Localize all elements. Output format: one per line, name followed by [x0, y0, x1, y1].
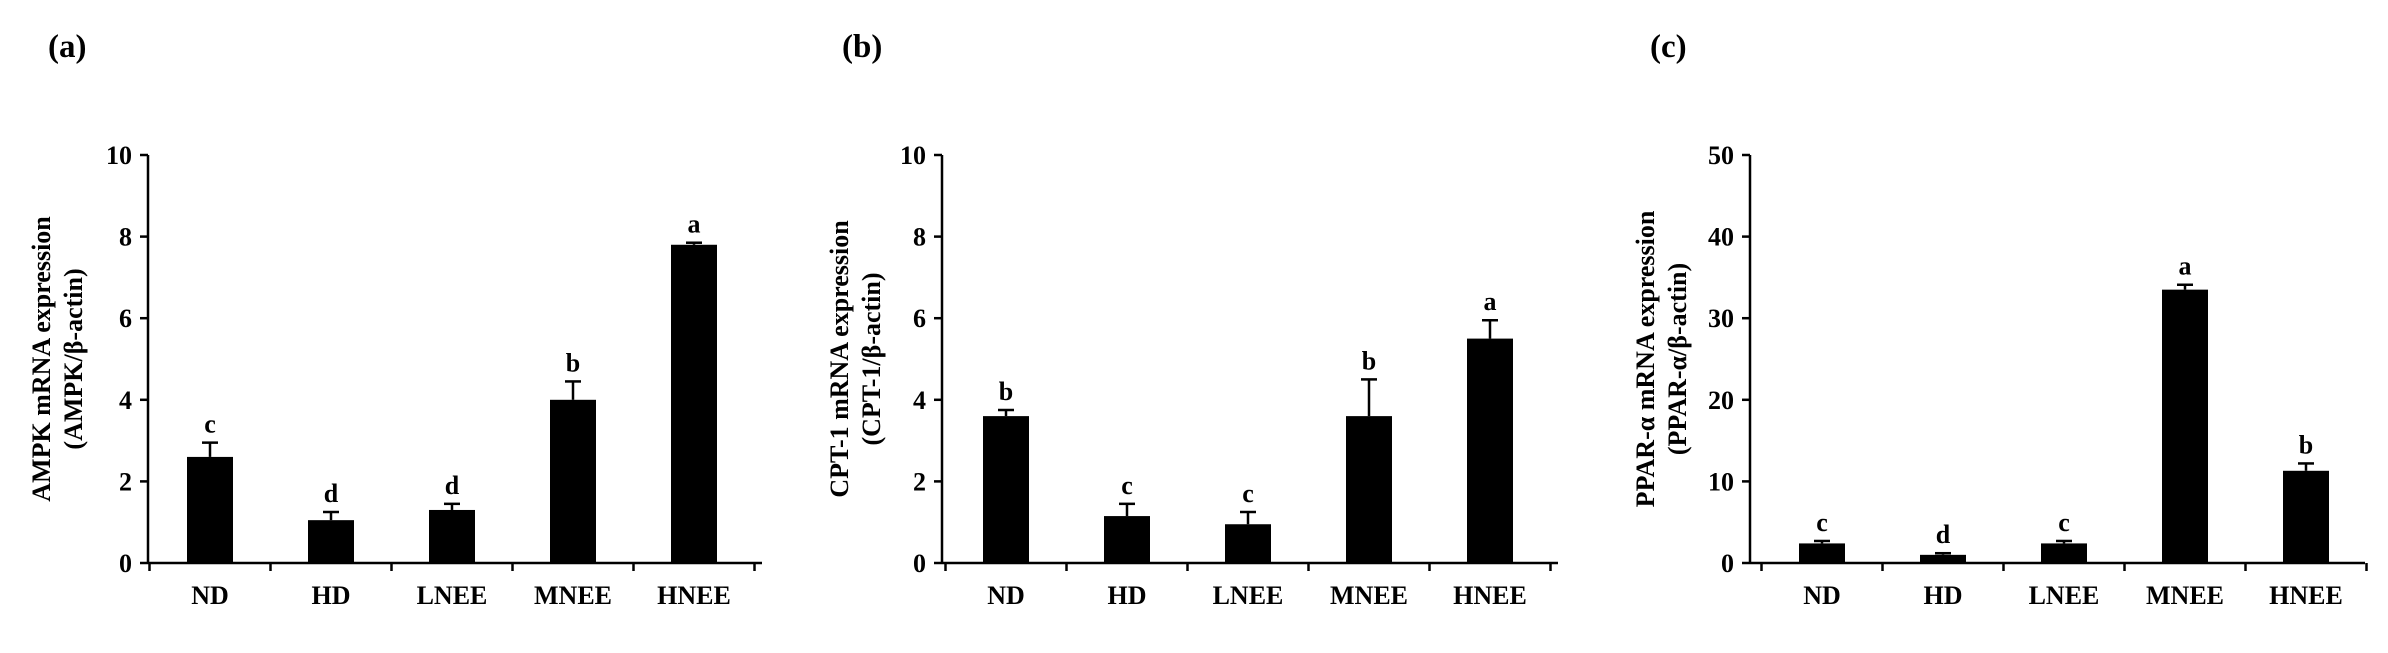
x-category-label: ND — [1803, 581, 1841, 610]
x-category-label: HNEE — [1453, 581, 1527, 610]
significance-label: d — [1936, 520, 1951, 549]
x-category-label: LNEE — [2029, 581, 2100, 610]
significance-label: a — [1484, 287, 1497, 316]
x-category-label: LNEE — [417, 581, 488, 610]
significance-label: b — [999, 377, 1013, 406]
bar-hd — [1920, 554, 1966, 563]
y-tick-label: 0 — [119, 549, 132, 578]
x-category-label: ND — [191, 581, 229, 610]
y-axis-subtitle: (AMPK/β-actin) — [59, 268, 88, 449]
y-tick-label: 40 — [1708, 223, 1734, 252]
bar-mnee — [1346, 416, 1392, 563]
chart-panel-3: (c) PPAR-α mRNA expression (PPAR-α/β-actin… — [1631, 29, 2368, 610]
y-tick-label: 2 — [913, 467, 926, 496]
significance-label: b — [1362, 346, 1376, 375]
panel-label: (c) — [1650, 29, 1687, 65]
y-axis-subtitle: (CPT-1/β-actin) — [857, 272, 886, 445]
x-category-label: HNEE — [657, 581, 731, 610]
y-tick-label: 6 — [119, 304, 132, 333]
significance-label: c — [204, 410, 216, 439]
significance-label: d — [324, 479, 339, 508]
y-tick-label: 30 — [1708, 304, 1734, 333]
y-axis-subtitle: (PPAR-α/β-actin) — [1663, 263, 1692, 455]
bar-lnee — [429, 509, 475, 563]
chart-panel-2: (b) CPT-1 mRNA expression (CPT-1/β-actin) 0… — [825, 29, 1558, 610]
bar-lnee — [2041, 543, 2087, 563]
bar-nd — [983, 416, 1029, 563]
significance-label: c — [1242, 479, 1254, 508]
bar-mnee — [550, 399, 596, 563]
y-tick-label: 0 — [1721, 549, 1734, 578]
significance-label: c — [1816, 508, 1828, 537]
y-tick-label: 10 — [1708, 467, 1734, 496]
y-axis-title: PPAR-α mRNA expression — [1631, 210, 1660, 507]
bar-hd — [1104, 516, 1150, 563]
x-category-label: HNEE — [2269, 581, 2343, 610]
y-tick-label: 6 — [913, 304, 926, 333]
significance-label: a — [2179, 252, 2192, 281]
bar-lnee — [1225, 524, 1271, 563]
significance-label: b — [2299, 430, 2313, 459]
bar-nd — [187, 456, 233, 563]
x-category-label: ND — [987, 581, 1025, 610]
x-category-label: MNEE — [1330, 581, 1408, 610]
x-category-label: HD — [312, 581, 351, 610]
x-category-label: HD — [1108, 581, 1147, 610]
significance-label: c — [1121, 471, 1133, 500]
y-tick-label: 10 — [900, 141, 926, 170]
x-category-label: HD — [1924, 581, 1963, 610]
panel-label: (a) — [48, 29, 86, 65]
y-tick-label: 10 — [106, 141, 132, 170]
bar-hd — [308, 520, 354, 563]
bar-hnee — [1467, 338, 1513, 563]
x-category-label: MNEE — [2146, 581, 2224, 610]
y-tick-label: 8 — [119, 223, 132, 252]
y-tick-label: 4 — [913, 386, 926, 415]
y-tick-label: 50 — [1708, 141, 1734, 170]
y-tick-label: 8 — [913, 223, 926, 252]
bar-nd — [1799, 543, 1845, 563]
significance-label: c — [2058, 508, 2070, 537]
chart-panel-1: (a) AMPK mRNA expression (AMPK/β-actin) 0 2 4… — [27, 29, 762, 610]
y-tick-label: 0 — [913, 549, 926, 578]
panel-label: (b) — [842, 29, 882, 65]
significance-label: d — [445, 471, 460, 500]
y-tick-label: 4 — [119, 386, 132, 415]
bar-hnee — [2283, 470, 2329, 563]
bar-mnee — [2162, 289, 2208, 563]
y-axis-title: AMPK mRNA expression — [27, 216, 56, 502]
significance-label: b — [566, 348, 580, 377]
bar-hnee — [671, 244, 717, 563]
y-axis-title: CPT-1 mRNA expression — [825, 220, 854, 498]
y-tick-label: 20 — [1708, 386, 1734, 415]
x-category-label: MNEE — [534, 581, 612, 610]
x-category-label: LNEE — [1213, 581, 1284, 610]
y-tick-label: 2 — [119, 467, 132, 496]
significance-label: a — [688, 210, 701, 239]
